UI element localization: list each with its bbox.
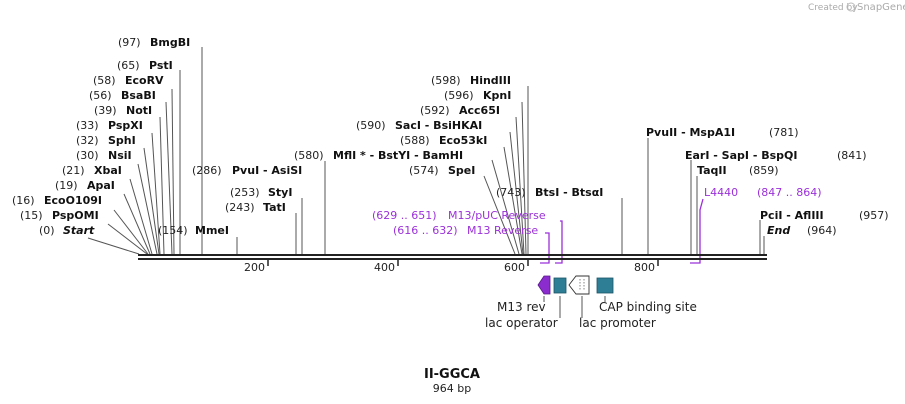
primer-m13-reverse: M13 Reverse bbox=[467, 224, 538, 237]
primer-range: (847 .. 864) bbox=[757, 186, 822, 199]
credit-brand: SnapGene bbox=[857, 2, 905, 13]
site-pos: (33) bbox=[76, 119, 99, 132]
backbone bbox=[138, 254, 767, 260]
site-sphi: SphI bbox=[108, 134, 136, 147]
site-spei: SpeI bbox=[448, 164, 475, 177]
primers: (629 .. 651) M13/pUC Reverse (616 .. 632… bbox=[372, 186, 822, 264]
site-xbai: XbaI bbox=[94, 164, 122, 177]
site-bsabi: BsaBI bbox=[121, 89, 156, 102]
site-pos: (58) bbox=[93, 74, 116, 87]
site-pos: (592) bbox=[420, 104, 450, 117]
site-pos: (574) bbox=[409, 164, 439, 177]
site-btsi-btsai: BtsI - BtsαI bbox=[535, 186, 603, 199]
site-bmgbi: BmgBI bbox=[150, 36, 190, 49]
tick-label: 800 bbox=[634, 261, 655, 274]
primer-l4440: L4440 bbox=[704, 186, 738, 199]
site-pvui-asisi: PvuI - AsiSI bbox=[232, 164, 302, 177]
site-mmei: MmeI bbox=[195, 224, 229, 237]
primer-range: (616 .. 632) bbox=[393, 224, 458, 237]
site-nsii: NsiI bbox=[108, 149, 132, 162]
site-pspomi: PspOMI bbox=[52, 209, 99, 222]
site-ecorv: EcoRV bbox=[125, 74, 164, 87]
site-start: Start bbox=[63, 224, 95, 237]
tick-label: 200 bbox=[244, 261, 265, 274]
site-pos: (39) bbox=[94, 104, 117, 117]
site-pos: (580) bbox=[294, 149, 324, 162]
m13-rev-arrow-icon bbox=[537, 275, 551, 295]
site-hindiii: HindIII bbox=[470, 74, 511, 87]
site-saci-bsihkai: SacI - BsiHKAI bbox=[395, 119, 482, 132]
site-pvuii-mspa1i: PvuII - MspA1I bbox=[646, 126, 735, 139]
plasmid-name: II-GGCA bbox=[424, 367, 480, 382]
site-pos: (56) bbox=[89, 89, 112, 102]
feature-m13-rev-label: M13 rev bbox=[497, 300, 546, 314]
site-pos: (286) bbox=[192, 164, 222, 177]
site-pos: (598) bbox=[431, 74, 461, 87]
site-pos: (588) bbox=[400, 134, 430, 147]
features: M13 rev lac operator lac promoter CAP bi… bbox=[485, 275, 697, 330]
tick-label: 400 bbox=[374, 261, 395, 274]
sites-right: PvuII - MspA1I (781) EarI - SapI - BspQI… bbox=[646, 126, 889, 237]
cap-binding-site-box bbox=[596, 277, 614, 294]
site-pspxi: PspXI bbox=[108, 119, 143, 132]
sites-middle: (154) MmeI (286) PvuI - AsiSI (253) StyI… bbox=[158, 74, 603, 237]
primer-m13-puc-reverse: M13/pUC Reverse bbox=[448, 209, 546, 222]
site-taqii: TaqII bbox=[697, 164, 727, 177]
site-pos: (964) bbox=[807, 224, 837, 237]
site-pos: (253) bbox=[230, 186, 260, 199]
plasmid-length: 964 bp bbox=[433, 382, 471, 395]
site-pos: (32) bbox=[76, 134, 99, 147]
site-psti: PstI bbox=[149, 59, 173, 72]
site-pos: (596) bbox=[444, 89, 474, 102]
sites-left: (97) BmgBI (65) PstI (58) EcoRV (56) Bsa… bbox=[12, 36, 190, 237]
site-pos: (19) bbox=[55, 179, 78, 192]
site-pcii-afliii: PciI - AflIII bbox=[760, 209, 824, 222]
feature-lac-promoter-label: lac promoter bbox=[579, 316, 656, 330]
site-pos: (841) bbox=[837, 149, 867, 162]
site-ecoo109i: EcoO109I bbox=[44, 194, 102, 207]
site-pos: (15) bbox=[20, 209, 43, 222]
site-pos: (0) bbox=[39, 224, 55, 237]
site-apai: ApaI bbox=[87, 179, 115, 192]
site-pos: (30) bbox=[76, 149, 99, 162]
leader-lines bbox=[87, 47, 765, 255]
site-tati: TatI bbox=[263, 201, 286, 214]
site-pos: (16) bbox=[12, 194, 35, 207]
site-noti: NotI bbox=[126, 104, 152, 117]
site-pos: (590) bbox=[356, 119, 386, 132]
lac-promoter-arrow-icon bbox=[568, 275, 590, 295]
site-kpni: KpnI bbox=[483, 89, 511, 102]
tick-label: 600 bbox=[504, 261, 525, 274]
site-pos: (154) bbox=[158, 224, 188, 237]
snapgene-logo-icon bbox=[846, 2, 856, 12]
site-pos: (97) bbox=[118, 36, 141, 49]
site-pos: (957) bbox=[859, 209, 889, 222]
primer-range: (629 .. 651) bbox=[372, 209, 437, 222]
site-acc65i: Acc65I bbox=[459, 104, 500, 117]
site-end: End bbox=[767, 224, 790, 237]
site-pos: (781) bbox=[769, 126, 799, 139]
primer-l4440-mark bbox=[690, 198, 704, 264]
ruler: 200 400 600 800 bbox=[244, 259, 659, 274]
site-mfli-bstyi-bamhi: MflI * - BstYI - BamHI bbox=[333, 149, 463, 162]
site-pos: (743) bbox=[496, 186, 526, 199]
lac-operator-box bbox=[553, 277, 567, 294]
site-eco53ki: Eco53kI bbox=[439, 134, 487, 147]
feature-lac-operator-label: lac operator bbox=[485, 316, 558, 330]
credit-text: Created by bbox=[808, 3, 858, 13]
primer-m13-reverse-mark bbox=[540, 232, 550, 264]
site-pos: (65) bbox=[117, 59, 140, 72]
site-pos: (243) bbox=[225, 201, 255, 214]
primer-m13-puc-reverse-mark bbox=[555, 220, 563, 264]
site-eari-sapi-bspqi: EarI - SapI - BspQI bbox=[685, 149, 797, 162]
feature-cap-binding-site-label: CAP binding site bbox=[599, 300, 697, 314]
site-styi: StyI bbox=[268, 186, 292, 199]
site-pos: (859) bbox=[749, 164, 779, 177]
site-pos: (21) bbox=[62, 164, 85, 177]
